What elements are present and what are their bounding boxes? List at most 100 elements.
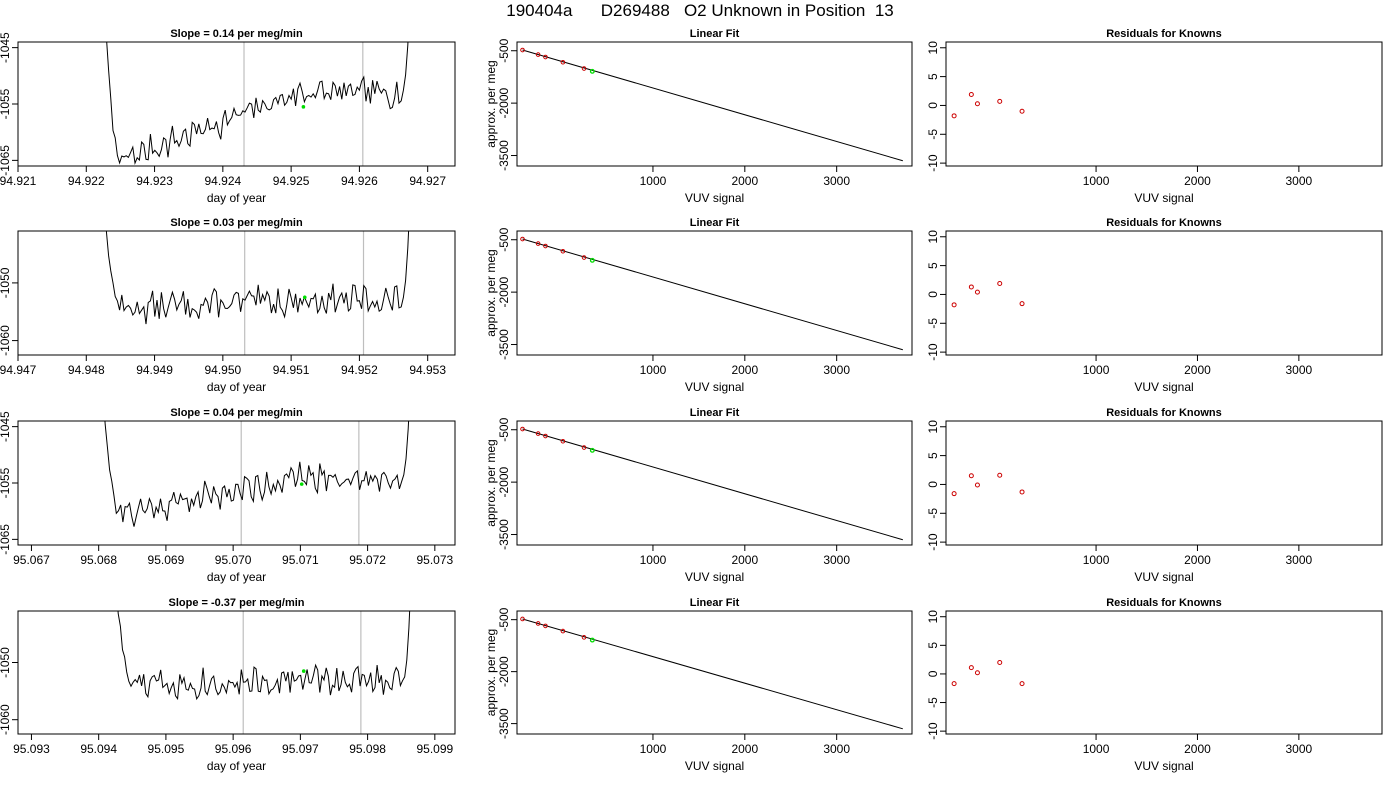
- y-tick-label: -1050: [0, 267, 12, 298]
- plot-frame: [516, 610, 913, 735]
- residual-point: [997, 659, 1003, 665]
- x-tick-label: 2000: [731, 363, 758, 377]
- unknown-marker: [302, 295, 307, 300]
- y-axis-label: approx. per meg: [484, 629, 498, 716]
- y-tick-label: -500: [497, 38, 511, 62]
- x-tick-label: 95.067: [13, 553, 50, 567]
- residual-point: [974, 101, 980, 107]
- known-point: [560, 59, 566, 65]
- plot-area: [520, 426, 903, 541]
- x-axis-label: day of year: [207, 570, 266, 584]
- known-point: [581, 66, 587, 71]
- x-tick-label: 95.068: [80, 553, 117, 567]
- y-tick-label: 5: [926, 452, 940, 459]
- residual-point: [1019, 301, 1025, 307]
- plot-area: [106, 42, 409, 166]
- x-tick-label: 95.095: [148, 742, 185, 756]
- y-tick-label: 10: [926, 610, 940, 624]
- plot-area: [520, 47, 903, 162]
- x-tick-label: 94.949: [136, 363, 173, 377]
- y-tick-label: 10: [926, 230, 940, 244]
- data-trace: [117, 611, 411, 701]
- x-axis-label: day of year: [207, 191, 266, 205]
- residual-point: [968, 665, 974, 671]
- residual-point: [951, 491, 957, 497]
- panel-title: Residuals for Knowns: [1106, 28, 1222, 40]
- panel-3-3: Residuals for Knowns VUV signal 1000 2000 30…: [926, 407, 1383, 584]
- panel-title: Linear Fit: [690, 407, 740, 419]
- x-tick-label: 94.950: [204, 363, 241, 377]
- x-tick-label: 94.948: [68, 363, 105, 377]
- plot-frame: [516, 230, 913, 356]
- known-point: [520, 236, 525, 242]
- known-point: [581, 635, 587, 640]
- y-tick-label: -1045: [0, 411, 12, 442]
- y-tick-label: -2000: [497, 276, 511, 307]
- y-tick-label: 5: [926, 262, 940, 269]
- x-axis-label: VUV signal: [685, 380, 744, 394]
- plot-area: [104, 421, 410, 545]
- y-tick-label: -10: [926, 533, 940, 551]
- panel-title: Linear Fit: [690, 28, 740, 40]
- x-tick-label: 3000: [823, 553, 850, 567]
- y-tick-label: -1050: [0, 647, 12, 678]
- x-tick-label: 94.947: [0, 363, 37, 377]
- known-point: [560, 628, 566, 634]
- x-tick-label: 2000: [731, 553, 758, 567]
- plot-frame: [945, 230, 1383, 356]
- plot-frame: [17, 230, 456, 356]
- y-tick-label: -3500: [497, 519, 511, 550]
- x-tick-label: 3000: [1286, 553, 1313, 567]
- x-tick-label: 95.097: [282, 742, 319, 756]
- panel-4-2: Linear Fit VUV signal approx. per meg 1000 2…: [484, 597, 913, 773]
- panel-title: Slope = 0.03 per meg/min: [170, 217, 303, 229]
- known-point: [581, 445, 587, 450]
- plot-area: [117, 611, 411, 734]
- y-axis-label: approx. per meg: [484, 249, 498, 336]
- panel-4-3: Residuals for Knowns VUV signal 1000 2000 30…: [926, 597, 1383, 773]
- x-tick-label: 95.069: [148, 553, 185, 567]
- x-axis-label: VUV signal: [1134, 191, 1193, 205]
- x-tick-label: 3000: [1286, 174, 1313, 188]
- x-tick-label: 2000: [1184, 553, 1211, 567]
- panel-title: Residuals for Knowns: [1106, 217, 1222, 229]
- y-tick-label: -5: [926, 129, 940, 140]
- x-tick-label: 2000: [731, 742, 758, 756]
- panel-title: Residuals for Knowns: [1106, 597, 1222, 609]
- y-tick-label: -500: [497, 417, 511, 441]
- x-tick-label: 94.953: [409, 363, 446, 377]
- y-tick-label: -3500: [497, 329, 511, 360]
- x-tick-label: 95.070: [215, 553, 252, 567]
- fit-line: [522, 238, 903, 351]
- panel-title: Residuals for Knowns: [1106, 407, 1222, 419]
- x-tick-label: 1000: [1083, 742, 1110, 756]
- data-trace: [105, 231, 410, 325]
- residual-point: [974, 289, 980, 295]
- x-axis-label: VUV signal: [1134, 380, 1193, 394]
- residual-point: [951, 113, 957, 119]
- x-tick-label: 94.951: [273, 363, 310, 377]
- panel-title: Slope = 0.14 per meg/min: [170, 28, 303, 40]
- plot-frame: [17, 420, 456, 546]
- unknown-point: [589, 637, 595, 643]
- panel-2-3: Residuals for Knowns VUV signal 1000 2000 30…: [926, 217, 1383, 394]
- known-point: [535, 431, 541, 436]
- known-point: [520, 616, 525, 622]
- x-tick-label: 1000: [640, 363, 667, 377]
- y-tick-label: 0: [926, 291, 940, 298]
- y-axis-label: approx. per meg: [484, 60, 498, 147]
- known-point: [535, 241, 541, 246]
- y-tick-label: -500: [497, 607, 511, 631]
- plot-area: [951, 659, 1025, 687]
- known-point: [520, 47, 525, 53]
- known-point: [543, 243, 548, 249]
- plot-area: [951, 91, 1025, 119]
- panel-title: Linear Fit: [690, 597, 740, 609]
- known-point: [560, 248, 566, 254]
- y-tick-label: -2000: [497, 656, 511, 687]
- y-tick-label: -1060: [0, 704, 12, 735]
